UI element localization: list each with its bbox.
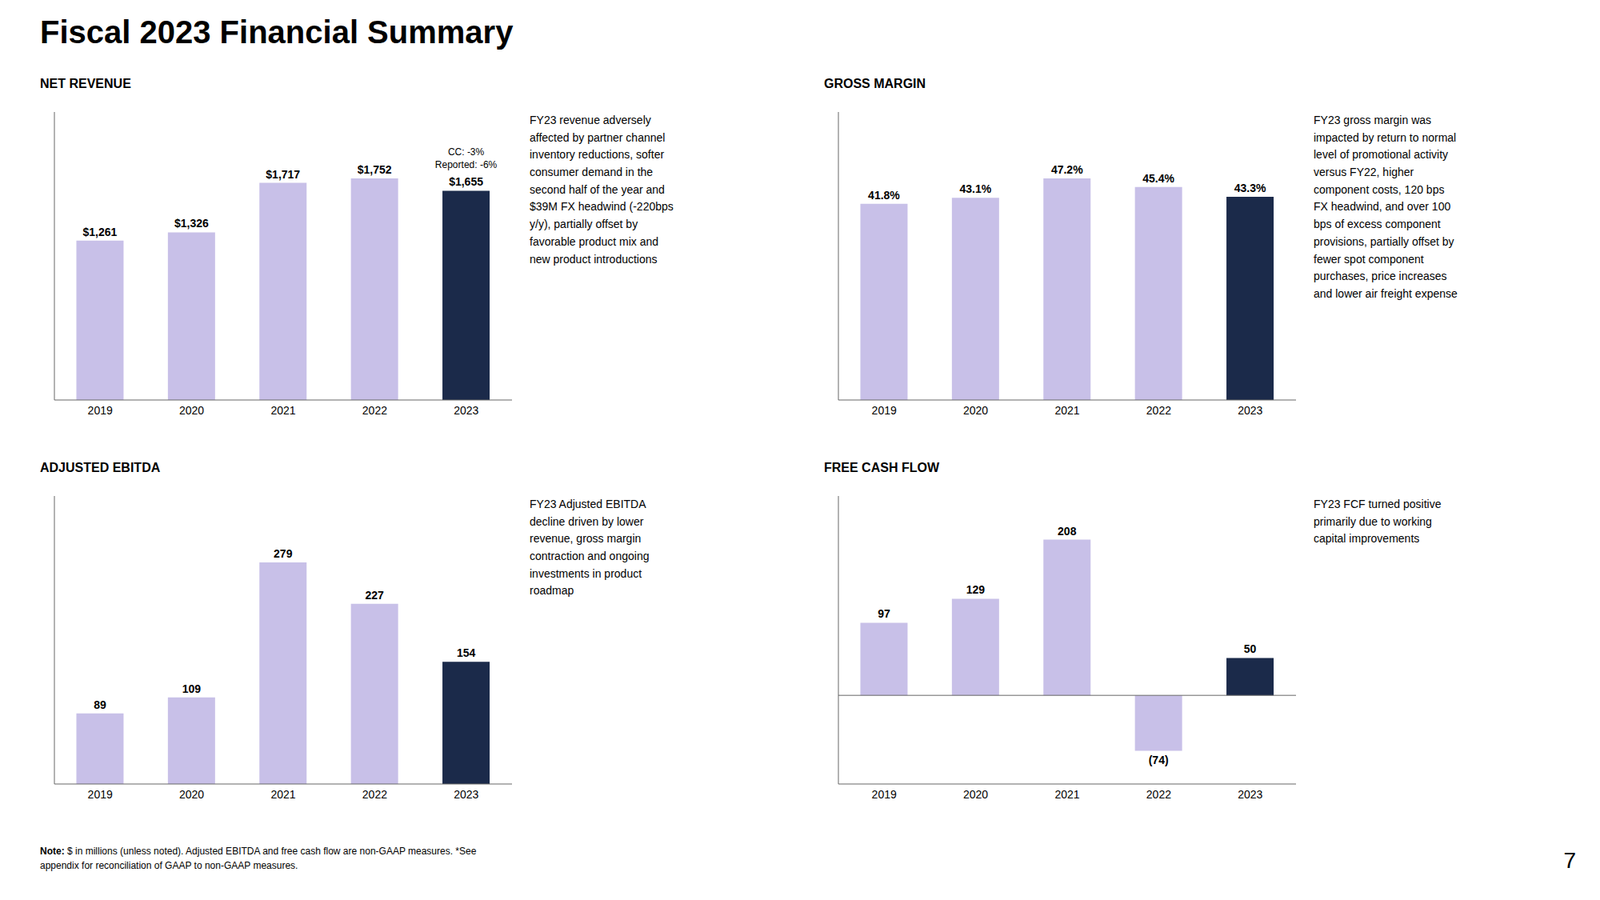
svg-text:2022: 2022	[1146, 404, 1172, 417]
svg-text:$1,326: $1,326	[174, 216, 209, 230]
svg-text:2021: 2021	[270, 404, 296, 417]
svg-text:2019: 2019	[88, 788, 113, 801]
svg-text:97: 97	[877, 607, 891, 620]
svg-text:(74): (74)	[1148, 753, 1169, 767]
html-text:Note: $ in millions (unless no: Note: $ in millions (unless noted). Adju…	[40, 845, 477, 857]
svg-text:$1,261: $1,261	[83, 225, 118, 239]
svg-text:41.8%: 41.8%	[868, 188, 900, 202]
svg-text:227: 227	[364, 588, 384, 602]
svg-text:208: 208	[1057, 524, 1077, 538]
svg-text:$1,752: $1,752	[357, 163, 392, 176]
svg-text:89: 89	[93, 698, 107, 712]
html-text:FY23 Adjusted EBITDA decline d: FY23 Adjusted EBITDA decline driven by l…	[529, 497, 650, 598]
html-text:FY23 gross margin was impacted: FY23 gross margin was impacted by return…	[1313, 113, 1458, 300]
svg-text:2020: 2020	[963, 404, 988, 417]
svg-text:50: 50	[1244, 642, 1257, 656]
svg-text:154: 154	[456, 646, 476, 660]
svg-text:279: 279	[273, 547, 293, 560]
svg-text:2019: 2019	[88, 404, 113, 417]
svg-text:43.3%: 43.3%	[1234, 181, 1267, 195]
svg-text:2021: 2021	[270, 788, 296, 801]
svg-text:$1,655: $1,655	[448, 175, 484, 188]
svg-text:2021: 2021	[1054, 788, 1080, 801]
svg-text:2022: 2022	[362, 788, 388, 801]
html-text:Fiscal 2023 Financial Summary: Fiscal 2023 Financial Summary	[40, 14, 514, 50]
html-text:ADJUSTED EBITDA: ADJUSTED EBITDA	[40, 460, 161, 475]
html-text:FREE CASH FLOW: FREE CASH FLOW	[824, 460, 940, 475]
svg-text:47.2%: 47.2%	[1051, 163, 1084, 176]
svg-text:2021: 2021	[1054, 404, 1080, 417]
svg-text:2019: 2019	[872, 404, 897, 417]
html-text:FY23 revenue adversely affecte: FY23 revenue adversely affected by partn…	[529, 113, 674, 266]
svg-text:2023: 2023	[453, 788, 479, 801]
svg-text:129: 129	[966, 583, 986, 596]
html-text:GROSS MARGIN: GROSS MARGIN	[824, 76, 926, 91]
svg-text:2022: 2022	[362, 404, 388, 417]
svg-text:2020: 2020	[963, 788, 988, 801]
html-text:appendix for reconciliation of: appendix for reconciliation of GAAP to n…	[40, 860, 298, 872]
svg-text:2020: 2020	[179, 404, 204, 417]
svg-text:2022: 2022	[1146, 788, 1172, 801]
svg-text:109: 109	[182, 682, 202, 696]
svg-text:2023: 2023	[1237, 788, 1263, 801]
svg-text:$1,717: $1,717	[265, 168, 300, 181]
svg-text:43.1%: 43.1%	[960, 182, 992, 196]
html-text:7: 7	[1563, 848, 1576, 873]
svg-text:CC: -3%: CC: -3%	[448, 146, 485, 158]
html-text:NET REVENUE: NET REVENUE	[40, 76, 132, 91]
svg-text:2020: 2020	[179, 788, 204, 801]
svg-text:2023: 2023	[1237, 404, 1263, 417]
svg-text:Reported: -6%: Reported: -6%	[435, 159, 498, 171]
svg-text:2019: 2019	[872, 788, 897, 801]
svg-text:2023: 2023	[453, 404, 479, 417]
html-text:FY23 FCF turned positive prima: FY23 FCF turned positive primarily due t…	[1313, 497, 1442, 546]
svg-text:45.4%: 45.4%	[1142, 172, 1175, 185]
